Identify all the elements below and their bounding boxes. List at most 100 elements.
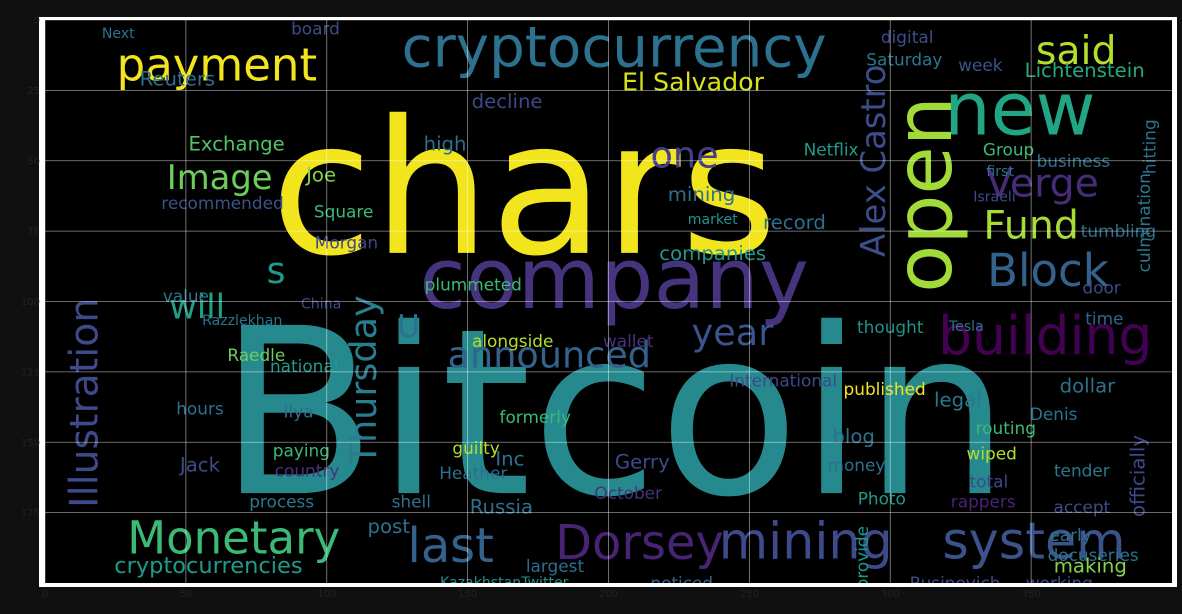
word-paying: paying xyxy=(273,441,330,461)
word-tender: tender xyxy=(1054,460,1110,480)
word-published: published xyxy=(844,379,926,399)
word-joe: Joe xyxy=(304,163,336,186)
word-time: time xyxy=(1085,308,1123,328)
word-record: record xyxy=(763,211,826,234)
word-digital: digital xyxy=(881,27,934,47)
word-razzlekhan: Razzlekhan xyxy=(202,313,282,329)
word-hours: hours xyxy=(176,398,224,418)
y-tick-label: 0 xyxy=(34,16,40,27)
y-tick-label: 125 xyxy=(21,367,40,378)
word-money: money xyxy=(827,455,885,475)
word-morgan: Morgan xyxy=(315,232,378,252)
word-working: working xyxy=(1026,573,1093,593)
word-inc: Inc xyxy=(495,448,524,471)
word-said: said xyxy=(1036,28,1117,74)
word-next: Next xyxy=(102,26,135,42)
x-tick-label: 350 xyxy=(1022,589,1041,600)
word-new: new xyxy=(944,68,1095,153)
word-international: International xyxy=(729,370,837,390)
word-last: last xyxy=(408,519,494,574)
word-largest: largest xyxy=(526,556,585,576)
word-company: company xyxy=(419,230,808,328)
word-raedle: Raedle xyxy=(227,345,285,365)
word-accept: accept xyxy=(1054,497,1111,517)
x-tick-label: 100 xyxy=(317,589,336,600)
word-tesla: Tesla xyxy=(948,319,984,335)
x-tick-label: 50 xyxy=(180,589,193,600)
word-one: one xyxy=(651,134,719,177)
word-culmination: culmination xyxy=(1134,173,1154,272)
word-board: board xyxy=(291,18,340,38)
word-formerly: formerly xyxy=(500,407,571,427)
word-officially: officially xyxy=(1127,435,1150,517)
word-announced: announced xyxy=(448,333,651,376)
y-tick-label: 25 xyxy=(27,86,40,97)
word-will: will xyxy=(169,288,225,327)
word-gerry: Gerry xyxy=(615,450,670,473)
word-wiped: wiped xyxy=(967,444,1017,464)
word-making: making xyxy=(1054,555,1127,578)
y-tick-label: 75 xyxy=(27,227,40,238)
word-door: door xyxy=(1082,277,1120,297)
word-system: system xyxy=(942,511,1125,570)
word-lichtenstein: Lichtenstein xyxy=(1025,59,1145,82)
word-square: Square xyxy=(314,201,373,221)
word-noticed: noticed xyxy=(650,573,713,593)
axis-ticks: 0 50 100 150 200 250 300 350 0 25 50 75 100 125 150 175 xyxy=(21,16,1041,601)
x-tick-label: 0 xyxy=(42,589,48,600)
word-cryptocurrency: cryptocurrency xyxy=(402,16,827,81)
word-image: Image xyxy=(167,158,273,197)
word-market: market xyxy=(688,212,738,228)
grid-lines xyxy=(44,19,1172,583)
word-process: process xyxy=(249,491,314,511)
x-tick-label: 200 xyxy=(599,589,618,600)
word-rappers: rappers xyxy=(951,491,1016,511)
word-docuseries: docuseries xyxy=(1048,545,1139,565)
word-routing: routing xyxy=(976,418,1036,438)
x-tick-label: 300 xyxy=(881,589,900,600)
word-monetary: Monetary xyxy=(127,511,340,564)
word-illustration: Illustration xyxy=(61,298,107,508)
x-tick-label: 250 xyxy=(740,589,759,600)
word-dollar: dollar xyxy=(1060,374,1117,397)
word-year: year xyxy=(692,311,775,354)
y-tick-label: 100 xyxy=(21,297,40,308)
word-wallet: wallet xyxy=(603,331,654,351)
word-companies: companies xyxy=(659,242,766,265)
word-s: s xyxy=(267,249,286,292)
word-cryptocurrencies: cryptocurrencies xyxy=(114,553,302,579)
word-early: early xyxy=(1049,525,1091,545)
word-blog: blog xyxy=(832,425,875,448)
word-open: open xyxy=(878,96,970,293)
word-october: October xyxy=(594,483,662,503)
word-high: high xyxy=(424,132,467,155)
word-chars: chars xyxy=(270,81,777,297)
word-russia: Russia xyxy=(470,495,533,518)
word-post: post xyxy=(367,515,410,538)
word-rusinovich: Rusinovich xyxy=(910,573,1001,593)
word-thursday: Thursday xyxy=(342,295,385,466)
word-el-salvador: El Salvador xyxy=(622,67,765,96)
word-saturday: Saturday xyxy=(866,49,942,69)
word-mining: mining xyxy=(719,511,893,570)
word-verge: Verge xyxy=(986,160,1099,206)
word-mining: mining xyxy=(668,183,736,206)
x-tick-label: 150 xyxy=(458,589,477,600)
word-payment: payment xyxy=(117,39,317,92)
y-tick-label: 150 xyxy=(21,438,40,449)
word-reuters: Reuters xyxy=(140,68,216,91)
word-u: U xyxy=(397,309,420,345)
word-decline: decline xyxy=(472,90,543,113)
word-jack: Jack xyxy=(178,453,221,476)
word-block: Block xyxy=(987,244,1109,297)
word-netflix: Netflix xyxy=(804,139,859,159)
word-exchange: Exchange xyxy=(188,132,284,155)
word-week: week xyxy=(958,55,1003,75)
word-shell: shell xyxy=(392,491,431,511)
word-total: total xyxy=(970,472,1009,492)
y-tick-label: 50 xyxy=(27,156,40,167)
word-heather: Heather xyxy=(439,463,507,483)
word-china: China xyxy=(301,296,341,312)
word-israeli: Israeli xyxy=(973,189,1015,205)
